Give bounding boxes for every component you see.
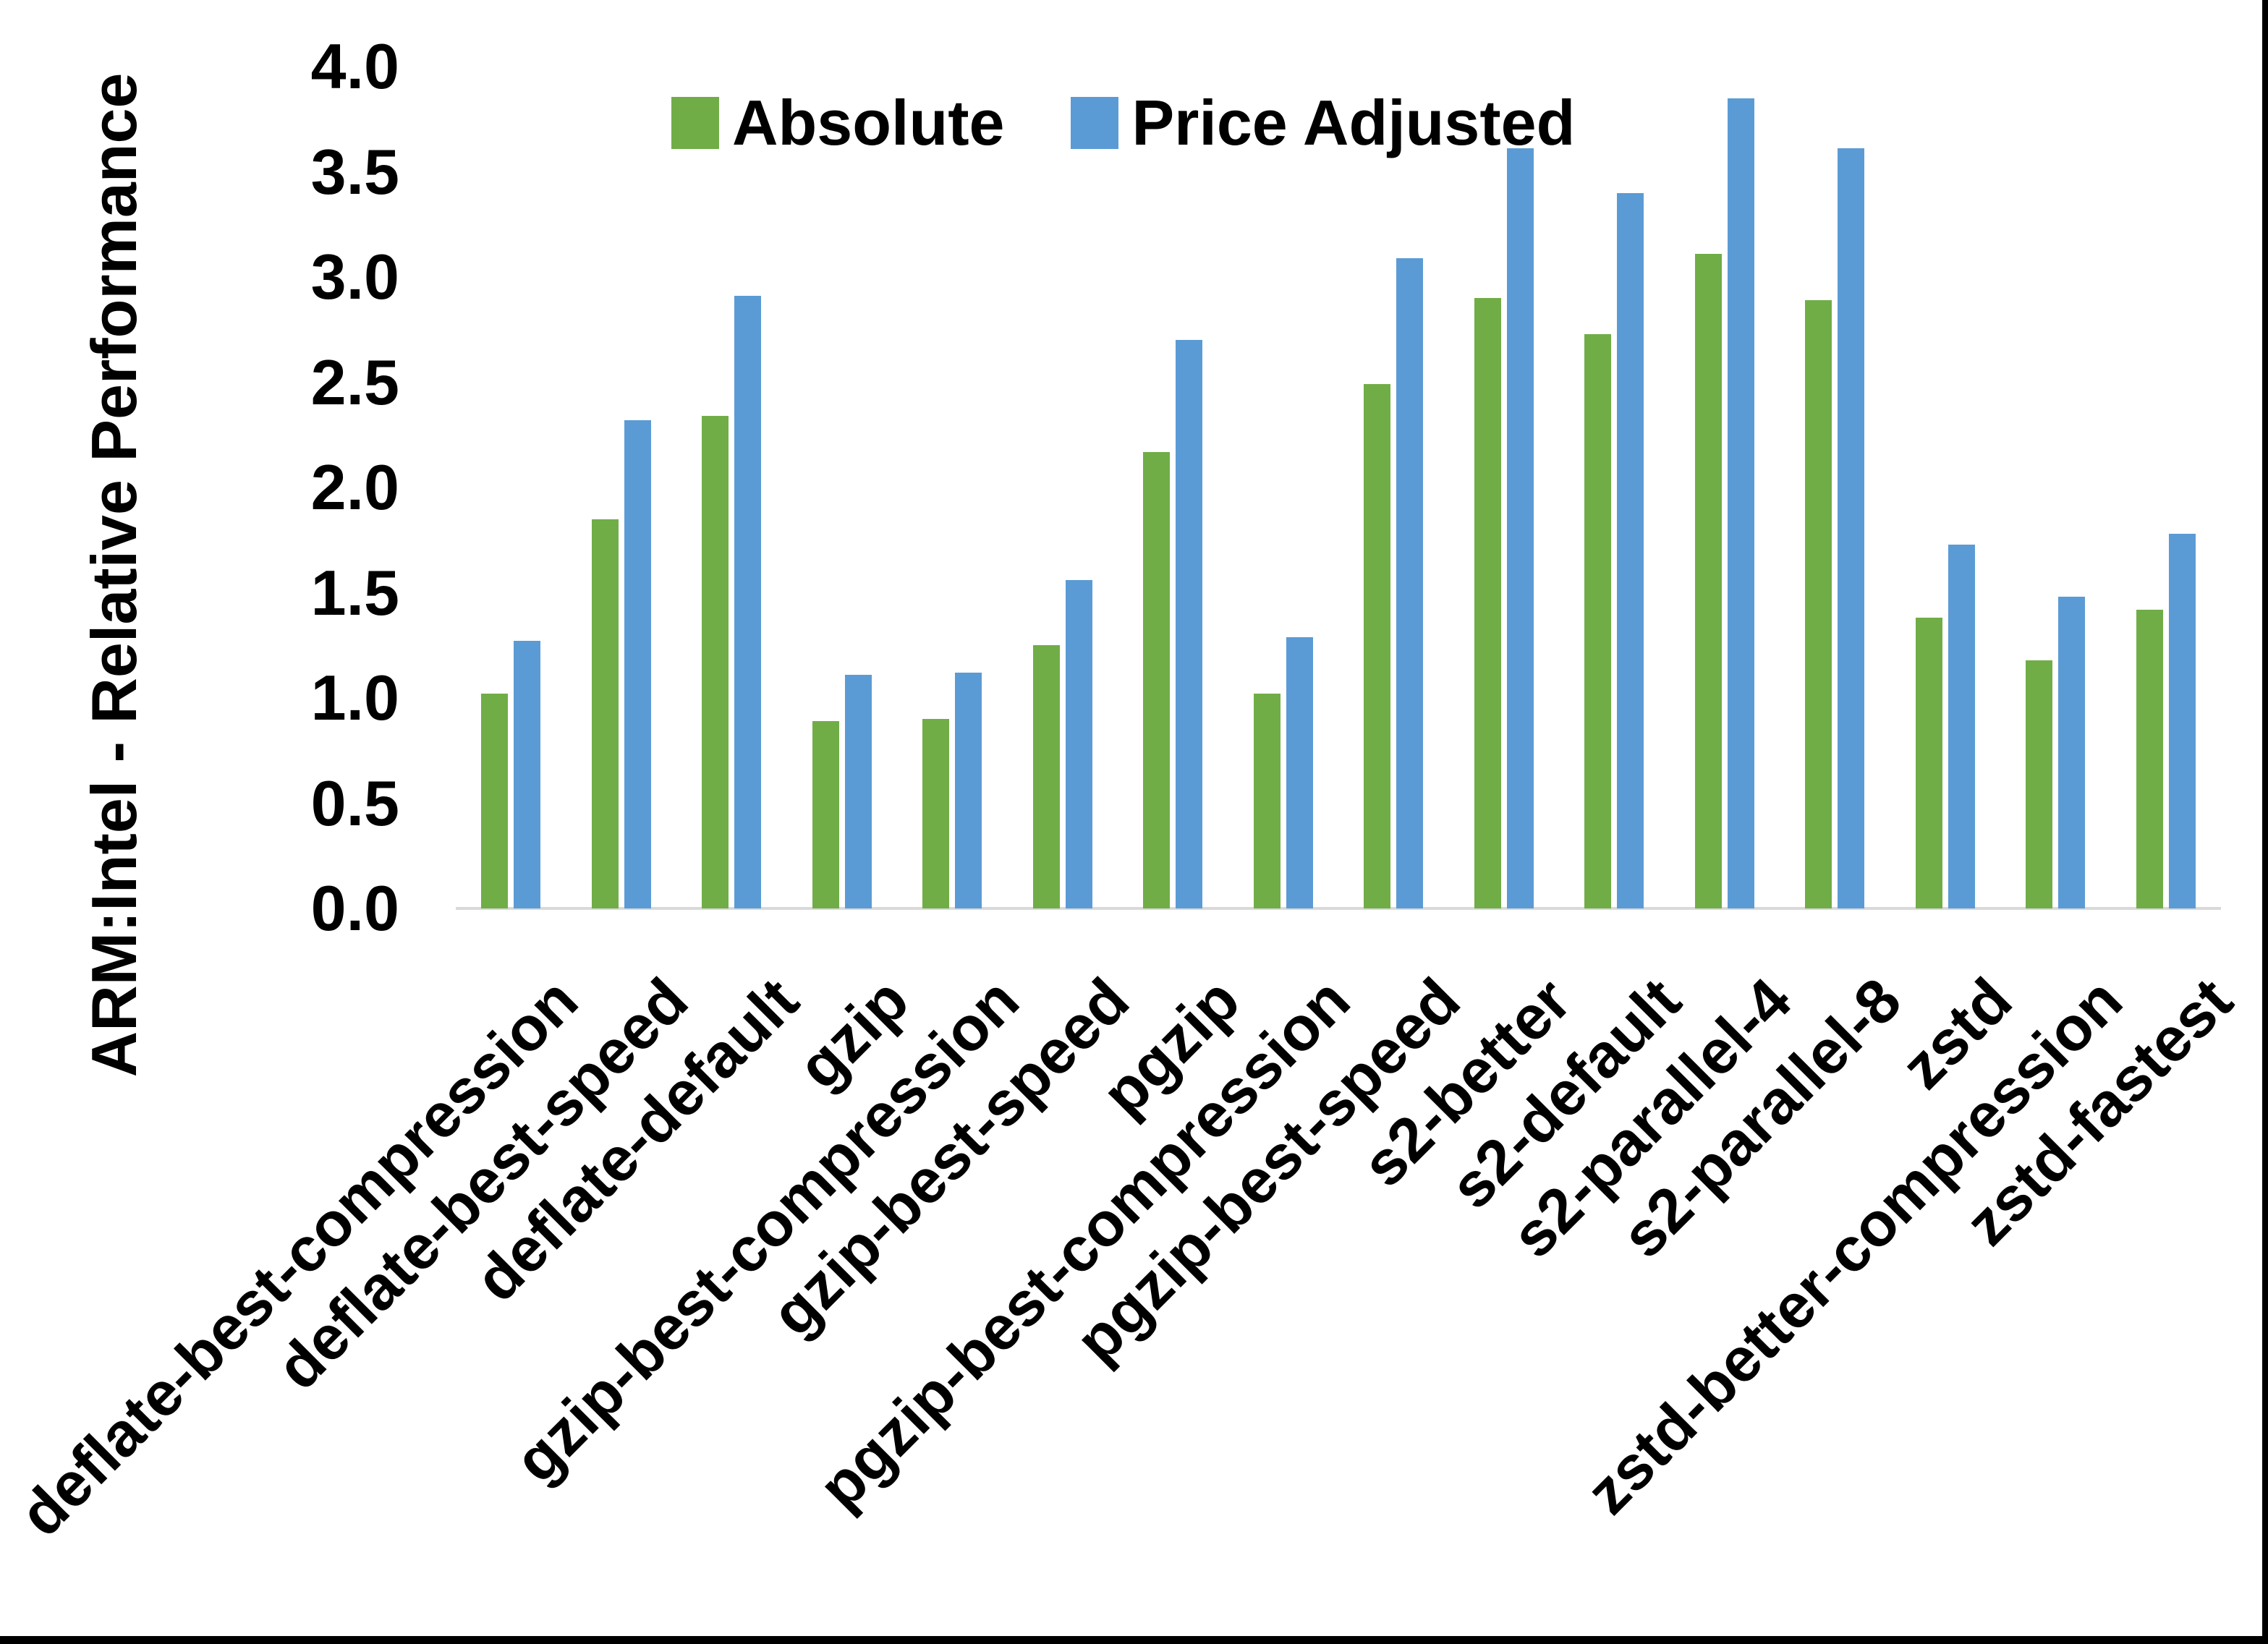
y-tick-label: 0.5 <box>310 767 399 839</box>
bar-price-adjusted <box>1176 340 1202 908</box>
legend-label-absolute: Absolute <box>732 87 1005 158</box>
bar-absolute <box>1364 384 1390 908</box>
legend: Absolute Price Adjusted <box>671 91 1575 155</box>
legend-swatch-price-adjusted <box>1071 97 1119 149</box>
bar-absolute <box>1584 334 1611 908</box>
y-tick-label: 3.0 <box>310 241 399 312</box>
y-tick-label: 4.0 <box>310 30 399 102</box>
bar-absolute <box>812 721 839 908</box>
bar-absolute <box>1143 452 1170 908</box>
x-axis-line <box>456 907 2221 910</box>
bar-absolute <box>2026 660 2052 908</box>
bar-absolute <box>1033 645 1060 908</box>
y-tick-label: 2.0 <box>310 451 399 523</box>
screenshot-border-bottom <box>0 1636 2268 1644</box>
bar-absolute <box>1474 298 1501 908</box>
bar-price-adjusted <box>1948 545 1975 908</box>
bar-price-adjusted <box>845 675 872 908</box>
bar-price-adjusted <box>514 641 540 908</box>
bar-absolute <box>1254 694 1280 908</box>
bar-price-adjusted <box>1507 148 1534 908</box>
legend-swatch-absolute <box>671 97 719 149</box>
bar-absolute <box>481 694 508 908</box>
bar-price-adjusted <box>1286 637 1313 908</box>
y-tick-label: 2.5 <box>310 346 399 418</box>
legend-item-price-adjusted: Price Adjusted <box>1071 91 1575 155</box>
bar-price-adjusted <box>2058 597 2085 908</box>
bar-price-adjusted <box>2169 534 2196 908</box>
legend-label-price-adjusted: Price Adjusted <box>1131 87 1576 158</box>
bar-price-adjusted <box>1838 148 1864 908</box>
y-tick-label: 1.5 <box>310 556 399 629</box>
bar-price-adjusted <box>955 673 982 908</box>
bar-absolute <box>1805 300 1832 908</box>
bar-absolute <box>1695 254 1722 908</box>
y-tick-label: 0.0 <box>310 872 399 944</box>
bar-absolute <box>922 719 949 908</box>
bar-absolute <box>702 416 729 908</box>
screenshot-border-right <box>2262 0 2268 1644</box>
bar-price-adjusted <box>734 296 761 908</box>
bar-price-adjusted <box>624 420 651 908</box>
bar-price-adjusted <box>1066 580 1092 908</box>
bar-absolute <box>592 519 619 908</box>
legend-item-absolute: Absolute <box>671 91 1004 155</box>
bar-price-adjusted <box>1617 193 1644 908</box>
bar-price-adjusted <box>1396 258 1423 908</box>
y-tick-label: 1.0 <box>310 662 399 733</box>
bar-absolute <box>2136 610 2163 908</box>
bar-price-adjusted <box>1728 98 1754 908</box>
bar-absolute <box>1916 618 1942 908</box>
y-tick-label: 3.5 <box>310 135 399 208</box>
y-axis-title: ARM:Intel - Relative Performance <box>78 72 150 1078</box>
